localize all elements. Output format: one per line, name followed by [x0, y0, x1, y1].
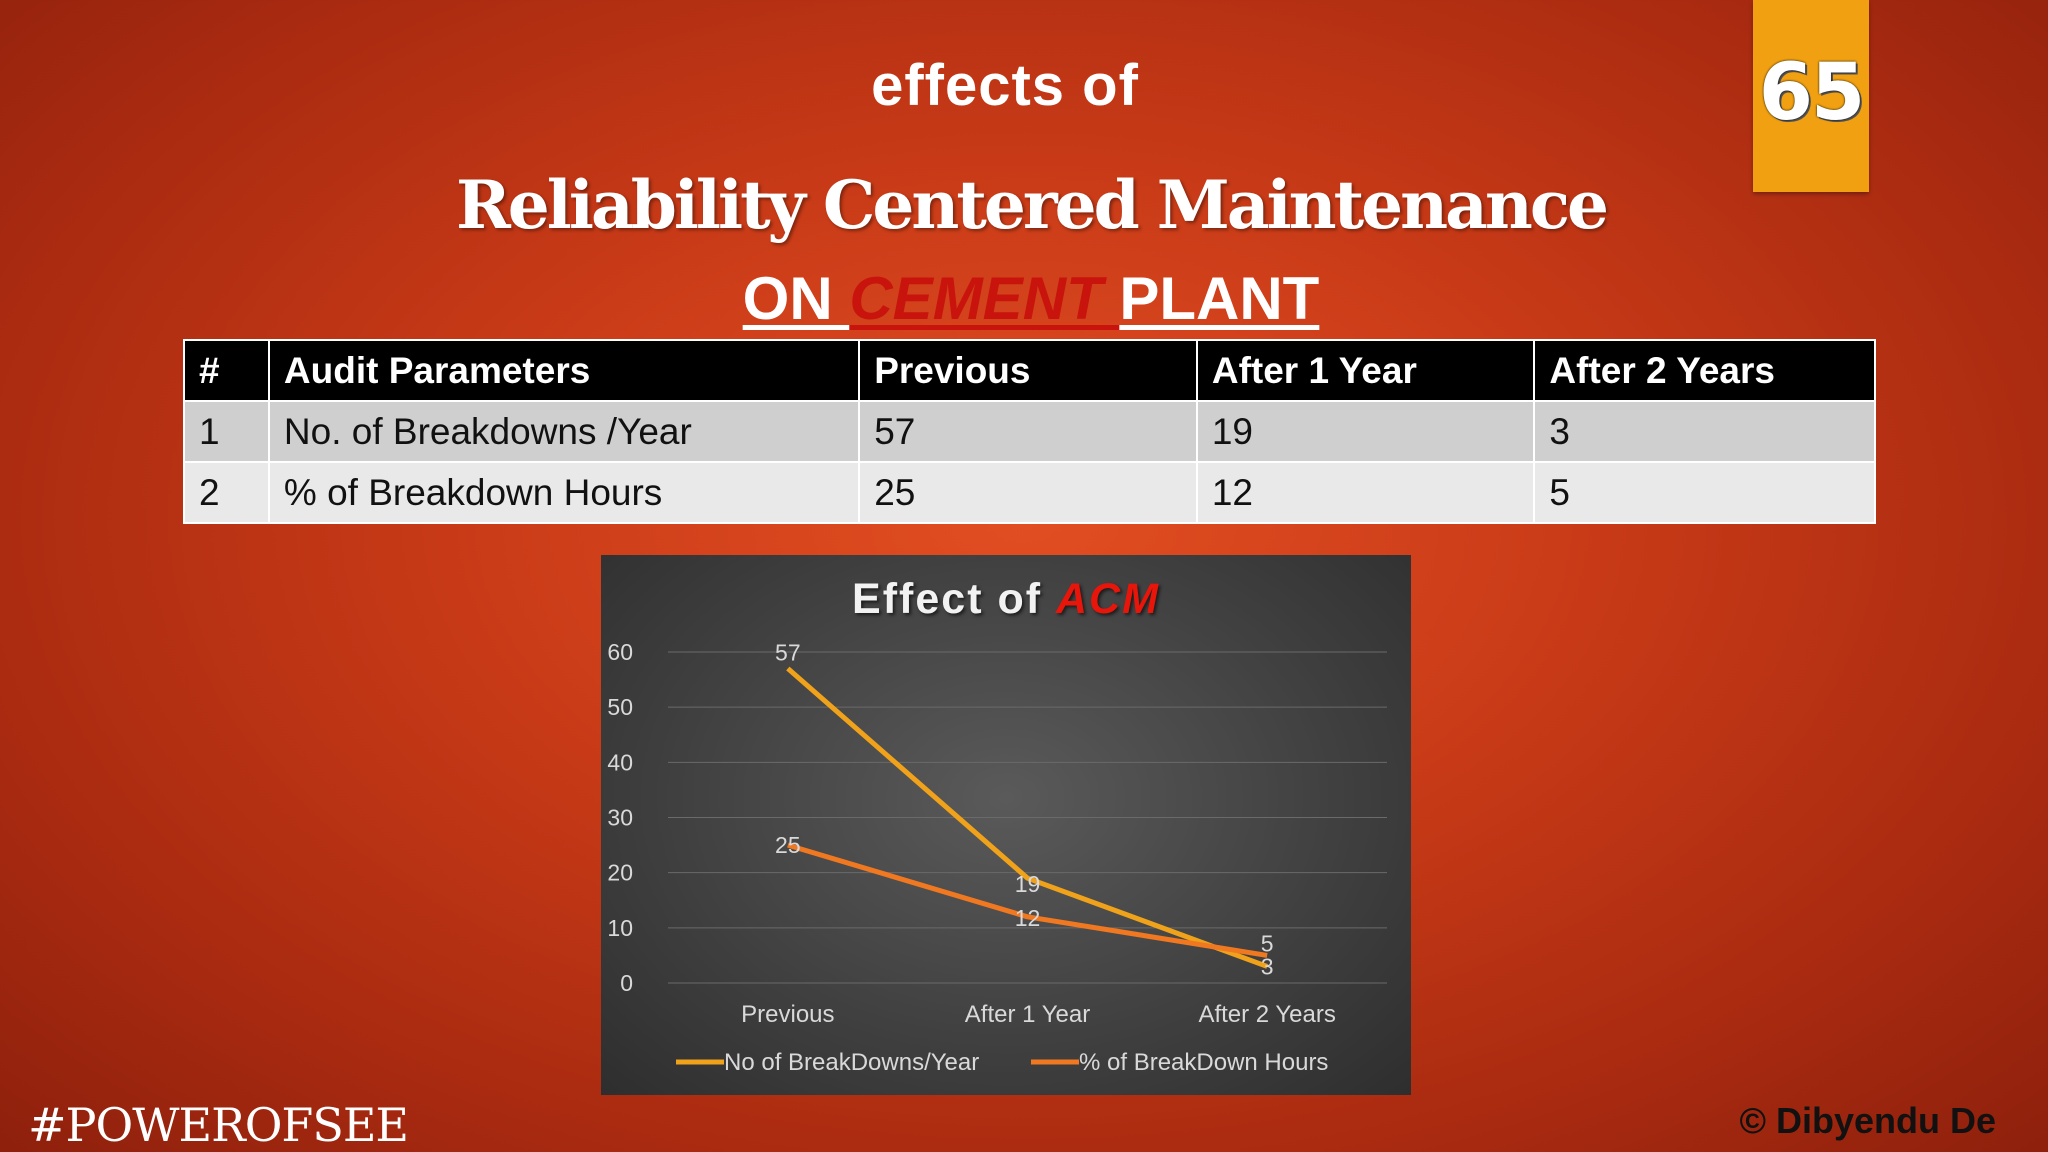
slide-number: 65 — [1758, 48, 1866, 138]
y-tick-label: 40 — [607, 749, 633, 775]
header-after-1-year: After 1 Year — [1195, 339, 1536, 402]
title-on: ON — [742, 265, 850, 332]
series-line — [786, 666, 1269, 969]
chart-title-text: Effect of — [852, 575, 1056, 623]
table-cell: 3 — [1533, 400, 1876, 463]
slide-number-badge: 65 — [1753, 0, 1869, 192]
chart-plot: 0 10 20 30 40 50 60 Previous After 1 Year After 2… — [607, 639, 1387, 1076]
y-tick-label: 20 — [607, 860, 633, 886]
table-row: 1 No. of Breakdowns /Year 57 19 3 — [183, 400, 1876, 463]
table-cell: 2 — [183, 461, 270, 524]
x-tick-label: After 2 Years — [1198, 1001, 1335, 1028]
title-plant: PLANT — [1119, 265, 1320, 332]
x-tick-label: Previous — [741, 1001, 834, 1028]
table-cell: 5 — [1533, 461, 1876, 524]
data-label: 12 — [1015, 905, 1041, 931]
data-label: 19 — [1015, 871, 1041, 897]
title-line-2: Reliability Centered Maintenance — [455, 166, 1609, 244]
legend-label: % of BreakDown Hours — [1079, 1049, 1328, 1076]
header-number: # — [183, 339, 270, 402]
y-tick-label: 10 — [607, 915, 633, 941]
table-cell: 57 — [858, 400, 1198, 463]
title-line-1: effects of — [871, 53, 1139, 118]
header-audit-parameters: Audit Parameters — [267, 339, 861, 402]
table-cell: 12 — [1195, 461, 1536, 524]
table-cell: 1 — [183, 400, 270, 463]
table-cell: % of Breakdown Hours — [267, 461, 861, 524]
legend-label: No of BreakDowns/Year — [724, 1049, 979, 1076]
title-line-3: ON CEMENT PLANT — [0, 264, 2048, 333]
series-line — [787, 842, 1268, 958]
copyright: © Dibyendu De — [1739, 1100, 1996, 1141]
y-tick-label: 30 — [607, 805, 633, 831]
hashtag: #POWEROFSEE — [28, 1098, 409, 1152]
title-cement: CEMENT — [849, 265, 1120, 332]
y-tick-label: 60 — [607, 639, 633, 665]
data-label: 3 — [1261, 953, 1274, 979]
header-after-2-years: After 2 Years — [1533, 339, 1876, 402]
line-chart: Effect of ACM 0 10 20 30 40 50 60 Previous After… — [601, 555, 1411, 1095]
data-label: 57 — [775, 640, 801, 666]
x-tick-label: After 1 Year — [965, 1001, 1090, 1028]
table-row: 2 % of Breakdown Hours 25 12 5 — [183, 461, 1876, 524]
chart-title: Effect of ACM — [601, 575, 1411, 624]
table-header-row: # Audit Parameters Previous After 1 Year… — [183, 339, 1876, 402]
y-tick-label: 50 — [607, 694, 633, 720]
data-label: 25 — [775, 832, 801, 858]
audit-table: # Audit Parameters Previous After 1 Year… — [183, 339, 1876, 524]
chart-title-acm: ACM — [1056, 575, 1160, 623]
data-label: 5 — [1261, 930, 1274, 956]
y-tick-label: 0 — [620, 970, 633, 996]
table-cell: No. of Breakdowns /Year — [267, 400, 861, 463]
table-cell: 19 — [1195, 400, 1536, 463]
header-previous: Previous — [858, 339, 1198, 402]
table-cell: 25 — [858, 461, 1198, 524]
